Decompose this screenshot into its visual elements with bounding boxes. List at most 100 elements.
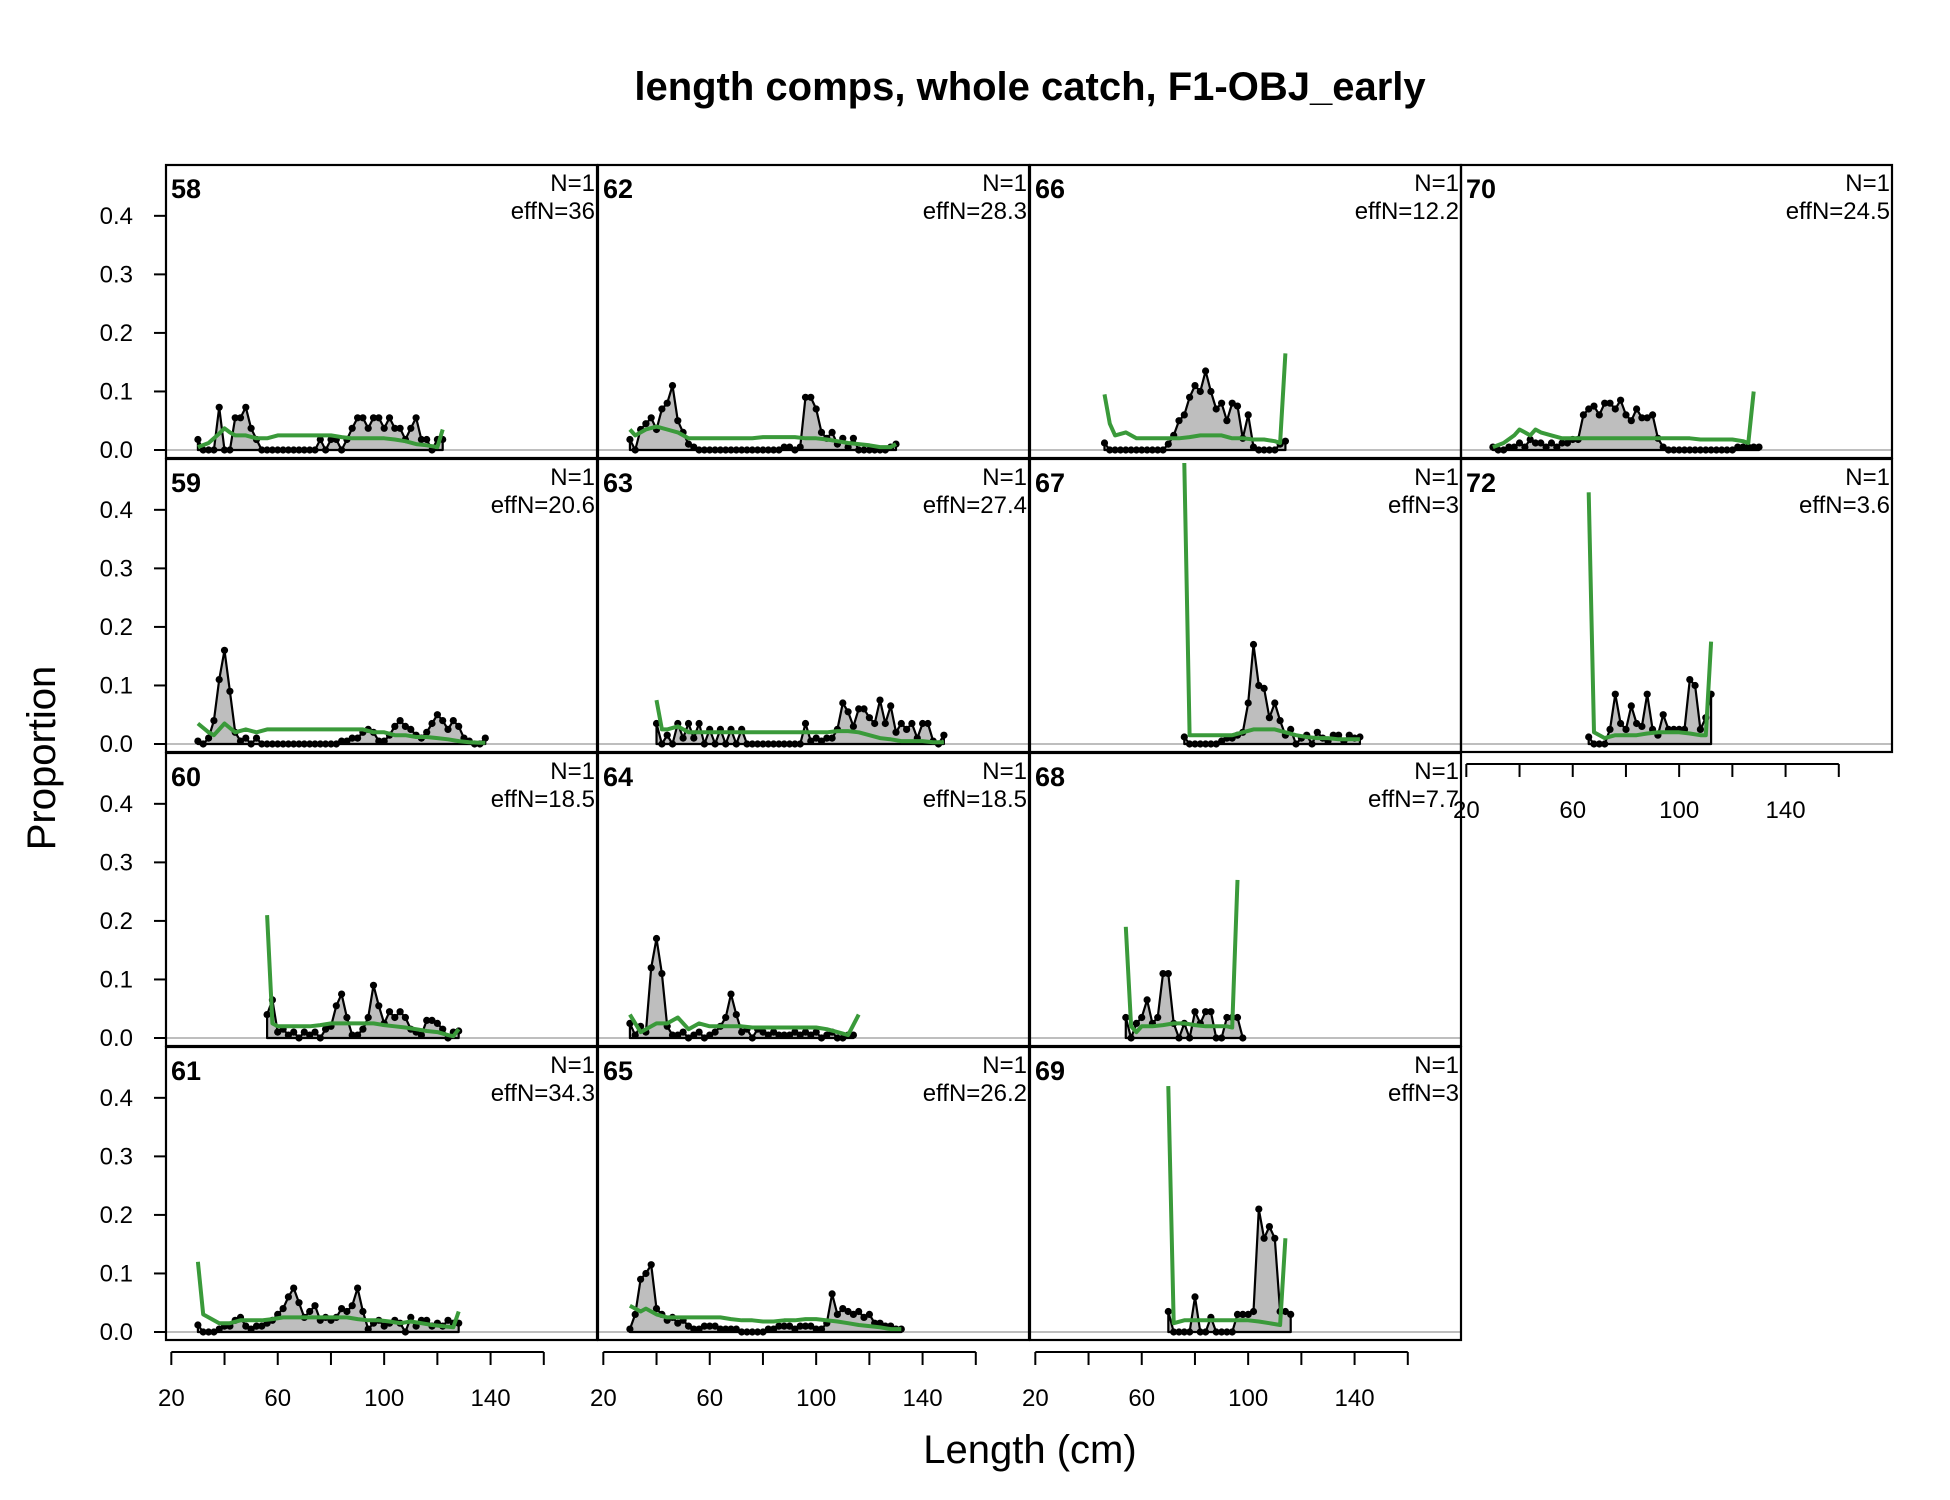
x-axis: 20 60 100 140: [590, 1351, 977, 1412]
observed-point: [391, 722, 399, 731]
panel-n-label: N=1: [1414, 758, 1459, 785]
panel-frame: [1028, 1045, 1463, 1342]
observed-point: [743, 446, 751, 454]
x-axis-label: Length (cm): [923, 1428, 1136, 1472]
observed-point: [231, 414, 239, 422]
observed-point: [1265, 446, 1273, 454]
panel-frame: [1459, 457, 1894, 754]
observed-point: [252, 1322, 261, 1330]
observed-point: [1287, 1310, 1295, 1318]
observed-point: [428, 1016, 436, 1024]
observed-point: [1218, 1328, 1226, 1336]
observed-point: [1207, 740, 1215, 748]
observed-point: [1500, 446, 1508, 454]
observed-point: [849, 1031, 858, 1039]
observed-point: [199, 740, 207, 748]
observed-point: [807, 1322, 815, 1330]
observed-point: [236, 414, 245, 422]
observed-point: [1579, 411, 1587, 419]
observed-point: [396, 424, 404, 432]
observed-point: [210, 717, 218, 725]
panel-effn-label: effN=36: [511, 198, 595, 225]
observed-point: [924, 719, 932, 728]
observed-point: [263, 740, 271, 748]
observed-point: [626, 1325, 634, 1333]
panel-label: 60: [171, 762, 201, 792]
panel-n-label: N=1: [1845, 170, 1890, 197]
observed-point: [1590, 402, 1598, 410]
panel-n-label: N=1: [982, 758, 1027, 785]
observed-point: [1223, 417, 1231, 425]
observed-point: [1585, 405, 1593, 413]
observed-point: [1276, 717, 1284, 725]
observed-point: [385, 1008, 394, 1016]
observed-point: [1515, 439, 1524, 447]
observed-point: [380, 424, 388, 432]
observed-point: [295, 446, 303, 454]
observed-point: [780, 1322, 788, 1330]
observed-point: [1196, 740, 1204, 748]
observed-point: [796, 1031, 804, 1039]
observed-point: [332, 1002, 340, 1010]
observed-point: [354, 1284, 362, 1292]
observed-series: [1124, 972, 1244, 1040]
observed-point: [1255, 446, 1263, 454]
observed-point: [732, 1011, 740, 1019]
observed-point: [801, 719, 810, 728]
observed-point: [1212, 1034, 1220, 1042]
x-tick-label: 20: [1022, 1385, 1049, 1412]
observed-point: [407, 725, 415, 734]
observed-point: [391, 1013, 399, 1022]
observed-point: [380, 737, 388, 745]
observed-point: [1180, 411, 1188, 419]
observed-point: [791, 446, 799, 454]
observed-point: [849, 1310, 858, 1318]
observed-point: [1505, 443, 1513, 451]
observed-point: [663, 399, 671, 407]
observed-point: [1265, 1223, 1273, 1231]
observed-point: [754, 1328, 762, 1336]
observed-point: [1202, 740, 1210, 748]
observed-point: [1260, 446, 1268, 454]
observed-point: [732, 1325, 740, 1333]
observed-point: [807, 393, 815, 401]
panel-effn-label: effN=34.3: [491, 1080, 595, 1107]
panel-label: 62: [603, 174, 633, 204]
observed-point: [364, 1325, 372, 1333]
panel-label: 59: [171, 468, 201, 498]
observed-point: [274, 1028, 282, 1036]
x-tick-label: 60: [1128, 1385, 1155, 1412]
expected-series: [628, 1013, 861, 1038]
y-tick-label: 0.3: [100, 1143, 133, 1170]
y-tick-label: 0.0: [100, 731, 133, 758]
observed-point: [343, 1013, 351, 1022]
observed-point: [786, 443, 794, 451]
observed-point: [855, 1307, 863, 1316]
observed-point: [359, 1307, 367, 1316]
observed-point: [1553, 443, 1561, 451]
x-tick-label: 60: [696, 1385, 723, 1412]
observed-point: [1292, 740, 1300, 748]
observed-point: [391, 424, 399, 432]
observed-point: [860, 705, 868, 713]
y-tick-label: 0.2: [100, 320, 133, 347]
observed-point: [1116, 446, 1125, 454]
observed-point: [695, 1028, 703, 1036]
observed-point: [700, 740, 709, 748]
observed-point: [311, 1028, 319, 1036]
observed-point: [844, 1307, 852, 1316]
observed-point: [1244, 411, 1252, 419]
observed-point: [642, 1269, 650, 1278]
y-tick-label: 0.0: [100, 1319, 133, 1346]
observed-point: [663, 731, 671, 739]
observed-point: [1590, 740, 1598, 748]
observed-point: [306, 740, 314, 748]
observed-point: [401, 722, 409, 731]
observed-point: [743, 740, 751, 748]
observed-point: [658, 405, 666, 413]
x-axes: 20 60 100 140 20 60 100 140 20 60 100 140 20 60 100 140: [158, 763, 1840, 1412]
observed-point: [205, 734, 213, 742]
observed-point: [205, 446, 213, 454]
